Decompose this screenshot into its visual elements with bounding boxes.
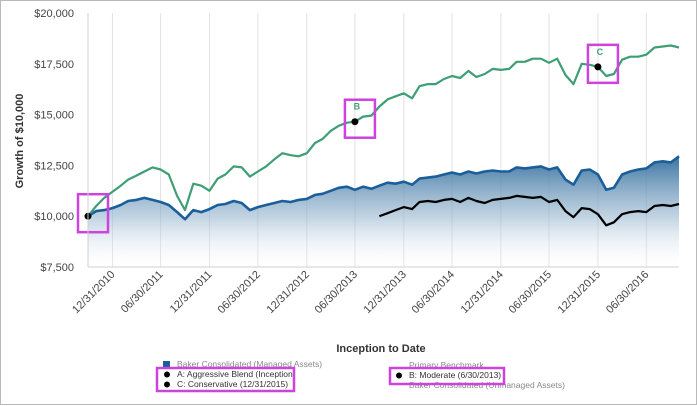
x-tick-label: 12/31/2014 bbox=[459, 269, 506, 316]
y-tick-label: $7,500 bbox=[40, 262, 74, 274]
legend-item-label: A: Aggressive Blend (Inception) bbox=[177, 369, 296, 379]
legend: Baker Consolidated (Managed Assets)A: Ag… bbox=[155, 359, 565, 393]
area-layer bbox=[88, 156, 679, 267]
x-tick-label: 06/30/2011 bbox=[119, 269, 166, 316]
legend-highlight-b bbox=[388, 366, 506, 386]
x-tick-label: 12/31/2013 bbox=[362, 269, 409, 316]
legend-item-label: Baker Consolidated (Managed Assets) bbox=[177, 359, 322, 369]
highlight-box-b bbox=[343, 98, 377, 139]
x-tick-label: 06/30/2012 bbox=[216, 269, 263, 316]
marker-letter-b: B bbox=[354, 102, 361, 112]
highlight-box-c bbox=[586, 43, 620, 85]
x-axis-title: Inception to Date bbox=[336, 343, 425, 355]
x-tick-label: 12/31/2015 bbox=[556, 269, 603, 316]
highlight-box-a bbox=[76, 192, 110, 234]
moderate-line bbox=[379, 194, 680, 227]
y-tick-label: $15,000 bbox=[34, 110, 74, 122]
legend-highlight-ac bbox=[155, 366, 296, 393]
axis-layer: 12/31/2010 06/30/2011 12/31/2011 06/30/2012… bbox=[34, 8, 679, 316]
x-tick-label: 12/31/2011 bbox=[168, 269, 215, 316]
legend-item-label: Primary Benchmark bbox=[409, 360, 484, 370]
y-tick-label: $10,000 bbox=[34, 211, 74, 223]
y-axis-title: Growth of $10,000 bbox=[14, 94, 26, 189]
marker-c bbox=[594, 63, 602, 71]
legend-swatch bbox=[163, 361, 170, 368]
y-tick-label: $12,500 bbox=[34, 160, 74, 172]
managed-assets-line bbox=[87, 155, 680, 221]
x-tick-label: 06/30/2014 bbox=[410, 269, 457, 316]
x-tick-label: 06/30/2015 bbox=[507, 269, 554, 316]
marker-layer: BC bbox=[76, 43, 620, 234]
y-tick-label: $17,500 bbox=[34, 59, 74, 71]
x-tick-label: 06/30/2013 bbox=[313, 269, 360, 316]
marker-b bbox=[351, 118, 359, 126]
x-tick-label: 12/31/2012 bbox=[265, 269, 312, 316]
line-layer bbox=[87, 44, 680, 227]
marker-letter-c: C bbox=[597, 47, 604, 57]
managed-assets-area bbox=[88, 156, 679, 267]
aggressive-blend-line bbox=[87, 44, 680, 217]
legend-item-label: C: Conservative (12/31/2015) bbox=[177, 379, 288, 389]
legend-item-label: B: Moderate (6/30/2013) bbox=[409, 370, 501, 380]
legend-dot bbox=[164, 381, 170, 388]
legend-dot bbox=[396, 372, 402, 379]
x-tick-label: 12/31/2010 bbox=[70, 269, 117, 316]
legend-dot bbox=[164, 371, 170, 378]
x-tick-label: 06/30/2016 bbox=[604, 269, 651, 316]
y-tick-label: $20,000 bbox=[34, 8, 74, 20]
